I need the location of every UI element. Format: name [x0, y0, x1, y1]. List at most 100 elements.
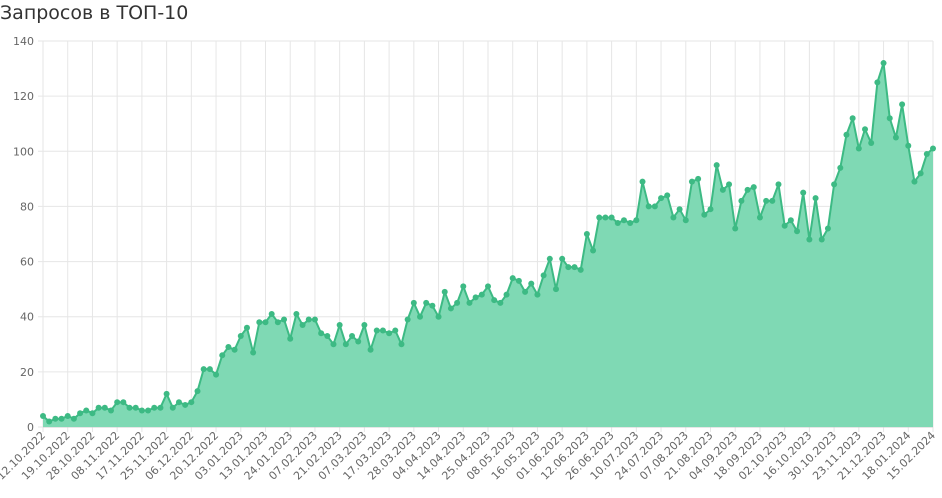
- data-point: [843, 131, 850, 138]
- data-point: [336, 321, 343, 328]
- data-point: [719, 186, 726, 193]
- data-point: [361, 321, 368, 328]
- data-point: [874, 79, 881, 86]
- data-point: [892, 134, 899, 141]
- data-point: [237, 333, 244, 340]
- data-point: [219, 352, 226, 359]
- data-point: [281, 316, 288, 323]
- data-point: [497, 299, 504, 306]
- data-point: [213, 371, 220, 378]
- data-point: [899, 101, 906, 108]
- data-point: [614, 219, 621, 226]
- data-point: [70, 415, 77, 422]
- y-axis-ticks: 0 20 40 60 80 100 120 140: [13, 35, 34, 434]
- data-point: [855, 145, 862, 152]
- data-point: [429, 302, 436, 309]
- data-point: [837, 164, 844, 171]
- data-point: [806, 236, 813, 243]
- data-point: [515, 277, 522, 284]
- data-point: [695, 175, 702, 182]
- data-point: [40, 412, 46, 419]
- data-point: [157, 404, 164, 411]
- data-point: [441, 288, 448, 295]
- data-point: [138, 407, 145, 414]
- data-point: [299, 321, 306, 328]
- data-point: [676, 206, 683, 213]
- data-point: [107, 407, 114, 414]
- data-point: [590, 247, 597, 254]
- data-point: [794, 228, 801, 235]
- data-point: [95, 404, 102, 411]
- data-point: [349, 333, 356, 340]
- data-point: [89, 410, 96, 417]
- data-point: [410, 299, 417, 306]
- data-point: [738, 197, 745, 204]
- data-point: [769, 197, 776, 204]
- data-point: [485, 283, 491, 290]
- data-point: [206, 366, 213, 373]
- data-point: [83, 407, 90, 414]
- data-point: [596, 214, 603, 221]
- data-point: [707, 206, 714, 213]
- data-point: [355, 338, 362, 345]
- data-point: [287, 335, 294, 342]
- data-point: [342, 341, 349, 348]
- data-point: [868, 140, 875, 147]
- data-point: [472, 294, 479, 301]
- data-point: [175, 399, 182, 406]
- data-point: [824, 225, 831, 232]
- data-point: [126, 404, 133, 411]
- data-point: [182, 401, 189, 408]
- data-point: [664, 192, 671, 199]
- data-point: [311, 316, 318, 323]
- data-point: [423, 299, 430, 306]
- data-point: [318, 330, 325, 337]
- data-point: [268, 310, 275, 317]
- data-point: [812, 195, 819, 202]
- data-point: [145, 407, 152, 414]
- data-point: [763, 197, 770, 204]
- area-fill: [43, 63, 933, 428]
- data-point: [163, 390, 170, 397]
- data-point: [818, 236, 825, 243]
- data-point: [732, 225, 739, 232]
- data-point: [77, 410, 84, 417]
- data-point: [101, 404, 108, 411]
- y-tick-label: 40: [20, 311, 34, 324]
- data-point: [58, 415, 65, 422]
- data-point: [905, 142, 912, 149]
- data-point: [379, 327, 386, 334]
- data-point: [620, 217, 627, 224]
- data-point: [250, 349, 257, 356]
- data-point: [132, 404, 139, 411]
- data-point: [274, 319, 281, 326]
- data-point: [435, 313, 442, 320]
- data-point: [911, 178, 918, 185]
- data-point: [670, 214, 677, 221]
- data-point: [583, 231, 590, 237]
- data-point: [386, 330, 393, 337]
- data-point: [917, 170, 924, 177]
- data-point: [64, 412, 71, 419]
- data-point: [243, 324, 250, 331]
- data-point: [775, 181, 782, 188]
- data-point: [565, 264, 572, 271]
- data-point: [231, 346, 238, 353]
- data-point: [862, 126, 869, 133]
- chart-title: Запросов в ТОП-10: [0, 2, 189, 24]
- data-point: [52, 415, 59, 422]
- data-point: [923, 151, 930, 158]
- data-point: [151, 404, 158, 411]
- data-point: [744, 186, 751, 193]
- data-point: [114, 399, 121, 406]
- data-point: [305, 316, 312, 323]
- data-point: [552, 286, 559, 293]
- data-point: [120, 399, 127, 406]
- y-tick-label: 140: [13, 35, 34, 48]
- data-point: [682, 217, 689, 224]
- data-point: [756, 214, 763, 221]
- data-point: [46, 418, 53, 425]
- data-point: [886, 115, 893, 122]
- data-point: [831, 181, 838, 188]
- data-point: [627, 219, 634, 226]
